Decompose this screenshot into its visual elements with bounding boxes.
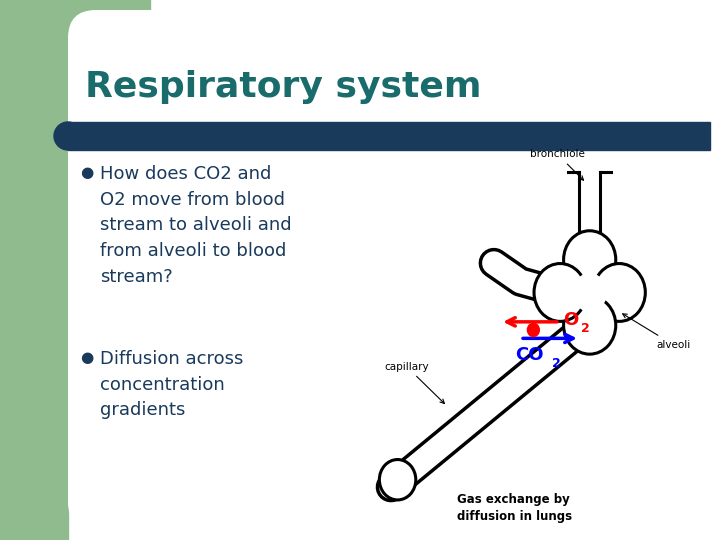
Text: alveoli: alveoli bbox=[623, 314, 690, 349]
FancyBboxPatch shape bbox=[68, 10, 710, 530]
Text: ●: ● bbox=[80, 165, 94, 180]
Circle shape bbox=[572, 273, 607, 312]
Bar bbox=[0, 0, 150, 110]
Circle shape bbox=[534, 264, 586, 321]
Circle shape bbox=[54, 122, 82, 150]
Circle shape bbox=[528, 323, 539, 336]
Text: CO: CO bbox=[516, 346, 544, 364]
Text: How does CO2 and
O2 move from blood
stream to alveoli and
from alveoli to blood
: How does CO2 and O2 move from blood stre… bbox=[100, 165, 292, 286]
Bar bbox=[0, 0, 68, 540]
Bar bbox=[68, 122, 710, 150]
Text: Diffusion across
concentration
gradients: Diffusion across concentration gradients bbox=[100, 350, 243, 420]
Circle shape bbox=[379, 460, 416, 500]
Circle shape bbox=[593, 264, 645, 321]
Text: Respiratory system: Respiratory system bbox=[85, 70, 482, 104]
Text: 2: 2 bbox=[582, 322, 590, 335]
Text: O: O bbox=[563, 311, 578, 329]
Circle shape bbox=[564, 231, 616, 288]
Text: ●: ● bbox=[80, 350, 94, 365]
Text: capillary: capillary bbox=[384, 362, 444, 403]
Text: Gas exchange by
diffusion in lungs: Gas exchange by diffusion in lungs bbox=[457, 493, 572, 523]
Text: bronchiole: bronchiole bbox=[530, 150, 585, 180]
Circle shape bbox=[564, 296, 616, 354]
Text: 2: 2 bbox=[552, 356, 560, 369]
